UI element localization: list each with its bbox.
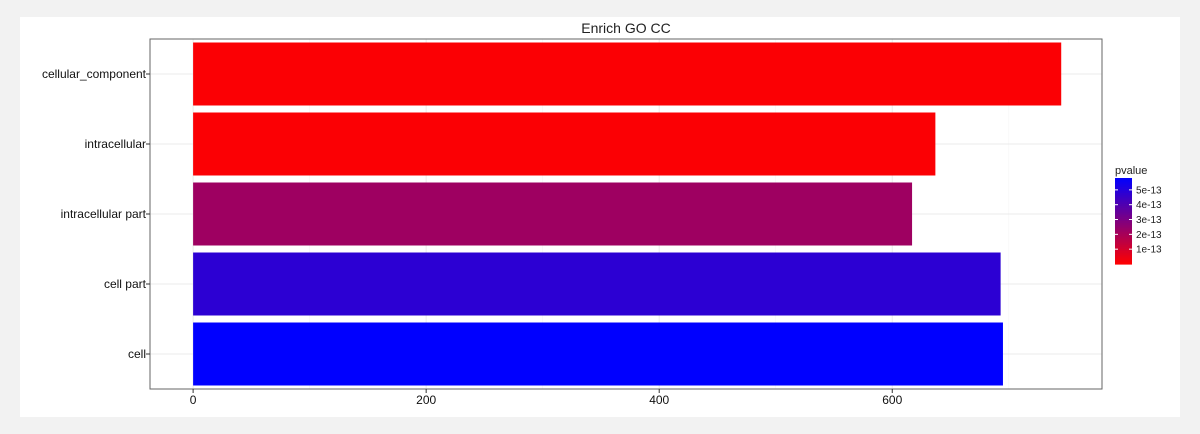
legend-color-step [1115,248,1132,252]
legend-color-step [1115,246,1132,250]
legend-color-step [1115,188,1132,192]
legend-color-step [1115,197,1132,201]
legend-color-step [1115,195,1132,198]
bar-intracellular [193,112,936,176]
legend-color-step [1115,233,1132,237]
chart-svg: Enrich GO CC cellular_component intracell… [42,20,1162,407]
legend-color-step [1115,180,1132,183]
legend-color-step [1115,203,1132,207]
legend-color-step [1115,227,1132,231]
legend-color-step [1115,225,1132,229]
x-tick-label: 0 [190,393,197,407]
y-tick-label: cellular_component [42,67,147,81]
legend-color-step [1115,251,1132,254]
legend-color-step [1115,218,1132,222]
legend-color-step [1115,182,1132,186]
y-tick-label: intracellular [85,137,146,151]
legend-tick-label: 1e-13 [1136,245,1162,256]
legend-color-step [1115,186,1132,190]
legend-color-step [1115,257,1132,261]
bar-cell [193,322,1003,386]
legend-color-step [1115,231,1132,235]
bar-cell-part [193,252,1001,316]
legend-tick-label: 3e-13 [1136,215,1162,226]
legend-color-step [1115,184,1132,188]
legend-color-step [1115,178,1132,181]
legend-color-step [1115,210,1132,213]
legend-color-step [1115,212,1132,216]
bar-intracellular-part [193,182,913,246]
bar-cellular-component [193,42,1062,106]
legend: pvalue 5e-13 4e-13 3e-13 2e-13 1e-13 [1115,165,1162,265]
legend-color-step [1115,208,1132,211]
chart-figure: Enrich GO CC cellular_component intracell… [20,17,1180,417]
legend-color-step [1115,199,1132,203]
legend-color-step [1115,261,1132,265]
legend-color-step [1115,229,1132,233]
legend-tick-label: 4e-13 [1136,200,1162,211]
legend-tick-label: 2e-13 [1136,230,1162,241]
legend-tick-label: 5e-13 [1136,185,1162,196]
chart-title: Enrich GO CC [581,20,670,36]
legend-color-step [1115,216,1132,220]
legend-color-step [1115,242,1132,246]
x-tick-label: 200 [416,393,436,407]
x-tick-label: 600 [882,393,902,407]
legend-color-step [1115,205,1132,209]
legend-color-step [1115,201,1132,205]
legend-color-step [1115,221,1132,224]
legend-color-step [1115,240,1132,244]
legend-color-step [1115,214,1132,218]
legend-color-step [1115,223,1132,226]
legend-color-step [1115,236,1132,239]
legend-color-step [1115,259,1132,263]
legend-title: pvalue [1115,165,1147,177]
bars-group [193,42,1062,386]
x-tick-label: 400 [649,393,669,407]
legend-color-step [1115,253,1132,256]
y-axis: cellular_component intracellular intracell… [42,67,150,361]
y-tick-label: intracellular part [61,207,147,221]
legend-color-step [1115,190,1132,194]
x-axis: 0 200 400 600 [190,389,903,407]
y-tick-label: cell [128,347,146,361]
legend-color-step [1115,193,1132,196]
legend-color-step [1115,244,1132,248]
legend-color-step [1115,238,1132,241]
legend-color-step [1115,255,1132,259]
y-tick-label: cell part [104,277,147,291]
